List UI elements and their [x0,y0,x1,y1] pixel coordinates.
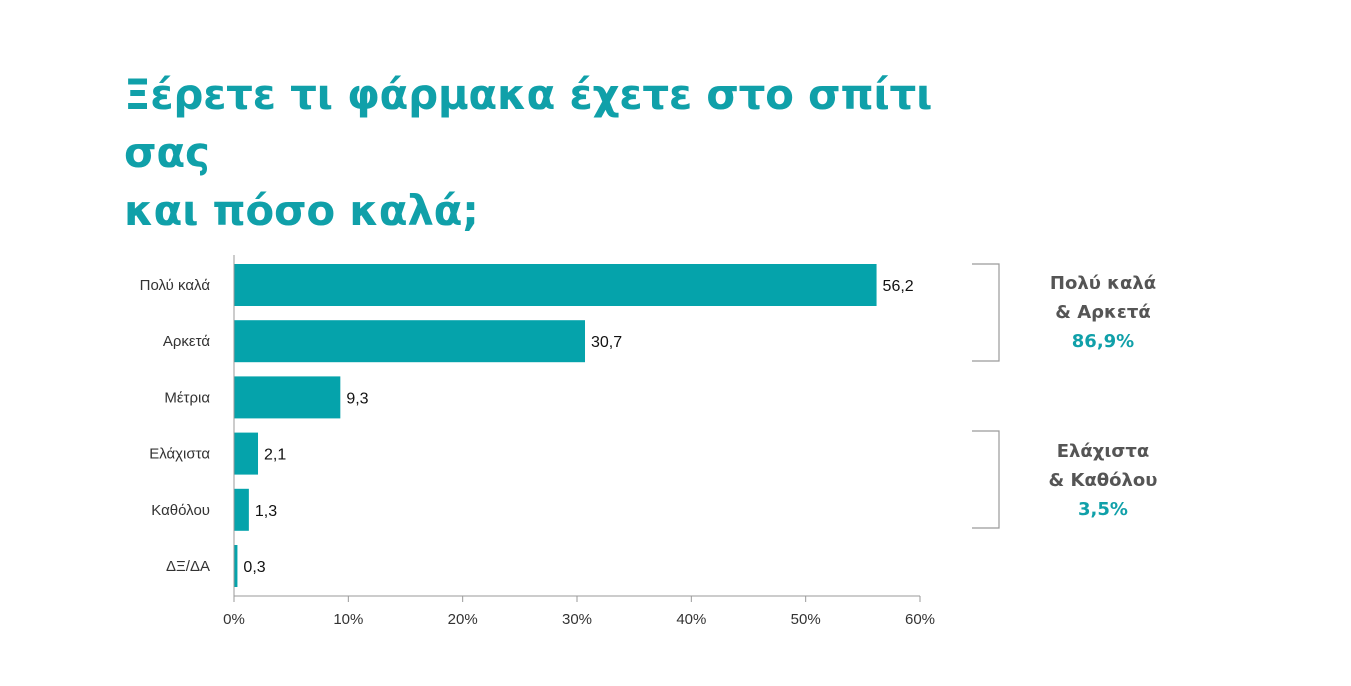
group-top-line2: & Αρκετά [1055,302,1151,323]
value-label-5: 1,3 [255,503,277,520]
bar-2 [234,320,586,363]
x-tick-label-5: 50% [791,611,821,628]
bar-3 [234,376,341,419]
group-bottom-line2: & Καθόλου [1048,470,1158,491]
category-label-5: Καθόλου [151,502,210,519]
group-top-line1: Πολύ καλά [1049,273,1157,294]
category-label-4: Ελάχιστα [149,446,210,463]
axes-group: 0% 10% 20% 30% 40% 50% 60% [223,255,935,628]
group-bottom-value: 3,5% [1078,499,1128,520]
bars-group: Πολύ καλά 56,2 Αρκετά 30,7 Μέτρια 9,3 Ελάχιστα… [140,264,914,587]
bar-6 [234,545,238,587]
chart-title: Ξέρετε τι φάρμακα έχετε στο σπίτι σας κα… [124,66,1024,240]
category-label-1: Πολύ καλά [140,277,211,294]
x-tick-label-3: 30% [562,611,592,628]
value-label-6: 0,3 [243,559,265,576]
group-top-value: 86,9% [1071,331,1135,352]
category-label-2: Αρκετά [163,333,210,350]
value-label-1: 56,2 [883,278,914,295]
bar-1 [234,264,877,306]
category-label-6: ΔΞ/ΔΑ [166,558,210,575]
x-tick-label-2: 20% [448,611,478,628]
value-label-4: 2,1 [264,447,286,464]
group-bracket-2 [972,430,1000,529]
x-tick-label-1: 10% [333,611,363,628]
value-label-2: 30,7 [591,334,622,351]
title-line-2: και πόσο καλά; [124,186,479,235]
group-bracket-1 [972,263,1000,362]
x-tick-label-0: 0% [223,611,245,628]
bar-5 [234,488,249,531]
bar-4 [234,432,259,475]
category-label-3: Μέτρια [164,389,210,406]
x-tick-label-6: 60% [905,611,935,628]
group-summary-bottom: Ελάχιστα & Καθόλου 3,5% [1003,437,1203,524]
group-bottom-line1: Ελάχιστα [1056,441,1150,462]
group-summary-top: Πολύ καλά & Αρκετά 86,9% [1003,269,1203,356]
x-tick-label-4: 40% [676,611,706,628]
value-label-3: 9,3 [346,390,368,407]
title-line-1: Ξέρετε τι φάρμακα έχετε στο σπίτι σας [124,70,933,177]
brackets-group [972,263,1000,529]
